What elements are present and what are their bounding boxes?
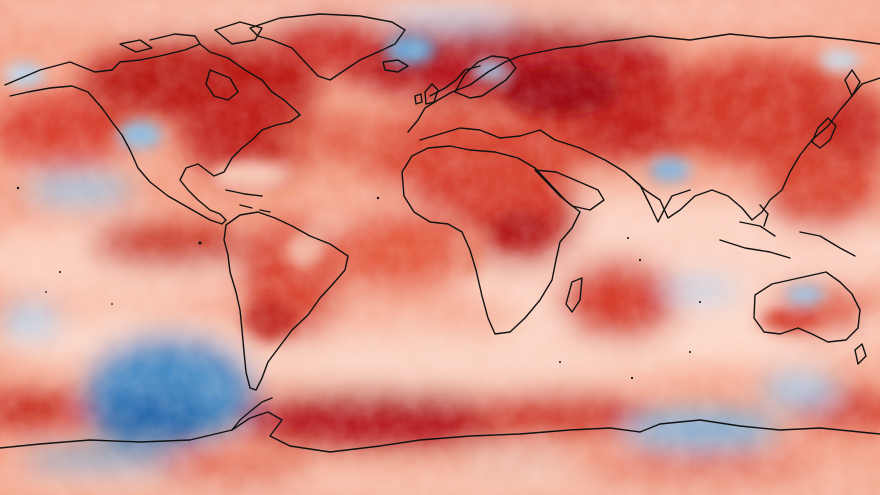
coastlines <box>0 13 880 453</box>
coast-se-asia <box>719 204 856 259</box>
coast-japan <box>811 69 861 149</box>
coast-antarctic-peninsula <box>231 397 273 431</box>
coast-greenland <box>249 13 406 81</box>
coast-caribbean <box>225 189 271 213</box>
small-islands <box>16 186 701 380</box>
coast-new-zealand <box>854 343 867 365</box>
coast-madagascar <box>565 277 583 313</box>
coast-south-america <box>223 211 349 391</box>
coast-africa <box>401 145 581 335</box>
coast-british-isles <box>414 83 439 105</box>
coast-australia <box>753 271 861 343</box>
coast-india <box>624 171 691 223</box>
coast-antarctica <box>0 411 880 453</box>
coast-arctic-islands <box>119 21 263 53</box>
coast-hudson-bay <box>205 69 239 101</box>
coast-scandinavia <box>454 55 517 99</box>
coast-north-america <box>4 43 301 225</box>
coast-iceland <box>382 59 409 73</box>
coast-arabia <box>534 169 605 211</box>
